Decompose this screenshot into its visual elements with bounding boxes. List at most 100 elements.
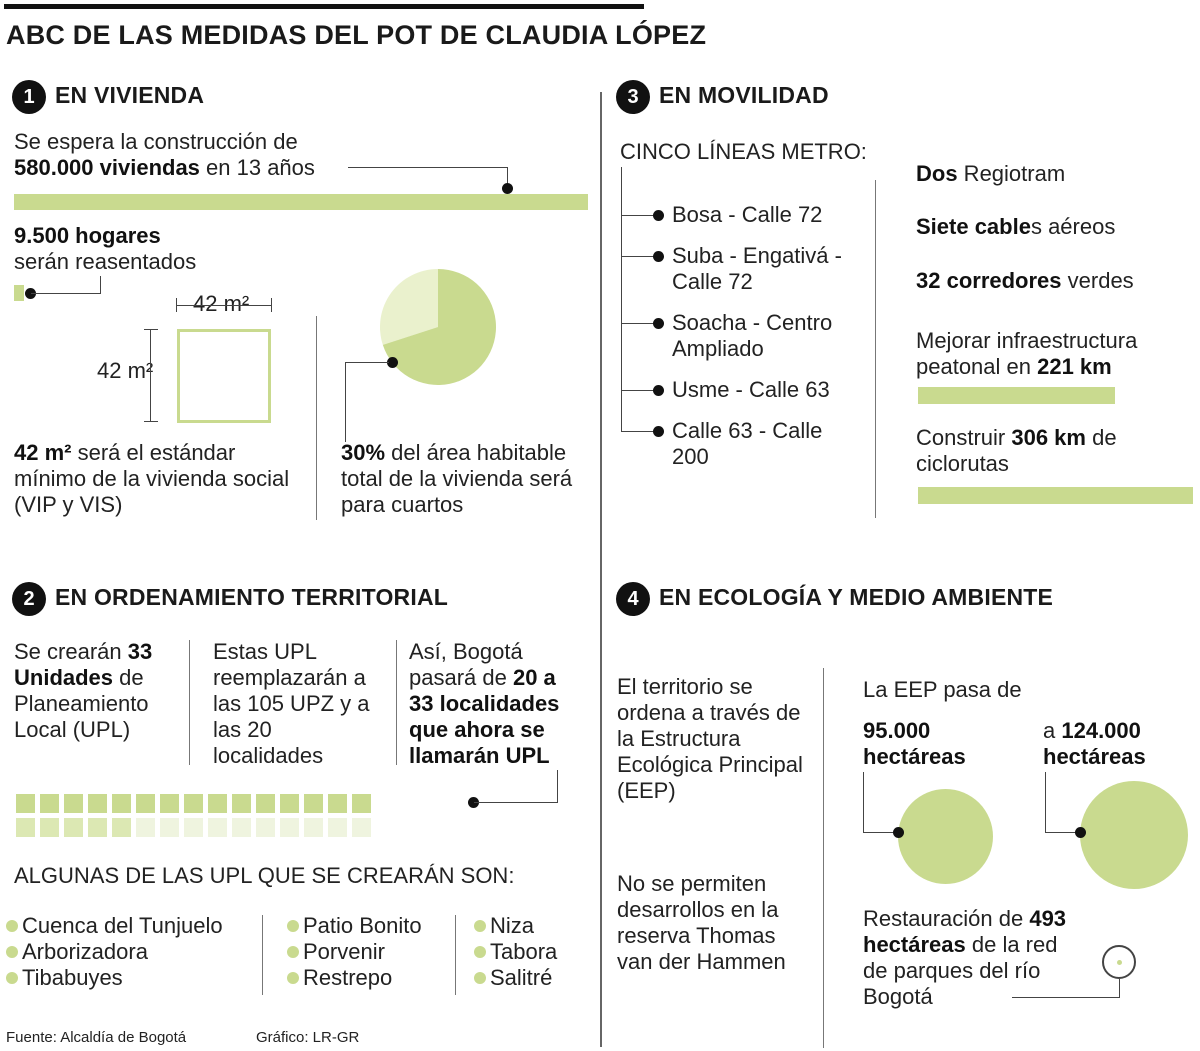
upl-item: Tabora xyxy=(474,939,557,965)
hogares-leader-v xyxy=(100,276,101,294)
upl-grid-cell xyxy=(136,818,155,837)
upl-item: Porvenir xyxy=(287,939,422,965)
upl-grid-cell xyxy=(208,794,227,813)
metro-branch-1 xyxy=(621,215,657,216)
s2-divider-2 xyxy=(396,640,397,765)
metro-branch-4 xyxy=(621,390,657,391)
metro-branch-2 xyxy=(621,256,657,257)
upl-grid-cell xyxy=(328,794,347,813)
upl-col2-text: Estas UPL reemplazarán a las 105 UPZ y a… xyxy=(213,639,370,768)
upl-grid-cell xyxy=(16,794,35,813)
upl-grid-cell xyxy=(304,818,323,837)
section-1-number: 1 xyxy=(12,80,46,114)
regiotram-text: Dos Regiotram xyxy=(916,161,1066,186)
eep-from-circle xyxy=(897,788,993,884)
upl-list-title: ALGUNAS DE LAS UPL QUE SE CREARÁN SON: xyxy=(14,863,515,888)
upl-grid-cell xyxy=(304,794,323,813)
upl-grid-cell xyxy=(160,794,179,813)
upl-item: Patio Bonito xyxy=(287,913,422,939)
metro-title: CINCO LÍNEAS METRO: xyxy=(620,139,867,164)
eep-to-text: a 124.000 hectáreas xyxy=(1043,718,1146,769)
s2-divider-1 xyxy=(189,640,190,765)
upl-grid-cell xyxy=(280,794,299,813)
metro-branch-3 xyxy=(621,323,657,324)
from-leader-h xyxy=(863,832,897,833)
upl-grid-cell xyxy=(136,794,155,813)
pie-leader-h xyxy=(345,362,389,363)
to-leader-h xyxy=(1045,832,1079,833)
restore-leader-v xyxy=(1119,979,1120,998)
construction-marker xyxy=(502,183,513,194)
peatonal-bar xyxy=(918,387,1115,404)
page-title: ABC DE LAS MEDIDAS DEL POT DE CLAUDIA LÓ… xyxy=(6,20,707,50)
construction-text: Se espera la construcción de 580.000 viv… xyxy=(14,129,315,180)
dim-side-label: 42 m² xyxy=(97,358,154,383)
upl-grid-cell xyxy=(328,818,347,837)
upl-grid-cell xyxy=(112,794,131,813)
eep-title: La EEP pasa de xyxy=(863,677,1022,702)
restore-leader-h xyxy=(1012,997,1120,998)
metro-dot-1 xyxy=(653,210,664,221)
center-divider xyxy=(600,92,602,1047)
dim-top-tick-r xyxy=(271,298,272,312)
corredores-text: 32 corredores verdes xyxy=(916,268,1134,293)
dim-top-label: 42 m² xyxy=(193,291,250,316)
upl-grid xyxy=(16,794,371,837)
upl-item: Salitré xyxy=(474,965,557,991)
upl-grid-cell xyxy=(40,818,59,837)
dim-side-line xyxy=(150,329,151,422)
metro-trunk xyxy=(621,167,622,432)
to-leader-v xyxy=(1045,772,1046,833)
section-3-number: 3 xyxy=(616,80,650,114)
upl-list-col1: Cuenca del Tunjuelo Arborizadora Tibabuy… xyxy=(6,913,223,991)
to-marker xyxy=(1075,827,1086,838)
upl-grid-cell xyxy=(160,818,179,837)
upl-grid-cell xyxy=(280,818,299,837)
metro-dot-4 xyxy=(653,385,664,396)
upl-grid-cell xyxy=(184,818,203,837)
from-marker xyxy=(893,827,904,838)
section-4-heading: EN ECOLOGÍA Y MEDIO AMBIENTE xyxy=(659,584,1054,610)
section-3-heading: EN MOVILIDAD xyxy=(659,82,829,108)
top-rule xyxy=(4,4,644,9)
construction-leader-v xyxy=(507,167,508,185)
eep-intro-text: El territorio se ordena a través de la E… xyxy=(617,674,803,803)
standard-text: 42 m² será el estándar mínimo de la vivi… xyxy=(14,440,290,517)
section-1-divider xyxy=(316,316,317,520)
upl-grid-cell xyxy=(112,818,131,837)
upl-col3-text: Así, Bogotá pasará de 20 a 33 localidade… xyxy=(409,639,560,768)
hogares-leader xyxy=(31,293,101,294)
section-4-number: 4 xyxy=(616,582,650,616)
section-2-heading: EN ORDENAMIENTO TERRITORIAL xyxy=(55,584,449,610)
metro-branch-5 xyxy=(621,431,657,432)
upl-grid-cell xyxy=(88,818,107,837)
metro-line-5: Calle 63 - Calle 200 xyxy=(672,418,823,469)
dim-side-tick-b xyxy=(144,421,158,422)
cuartos-pie xyxy=(380,269,496,385)
metro-line-2: Suba - Engativá - Calle 72 xyxy=(672,243,842,294)
hogares-text: 9.500 hogares serán reasentados xyxy=(14,223,197,274)
construction-leader xyxy=(348,167,508,168)
pie-slice-rest xyxy=(380,269,438,345)
metro-line-1: Bosa - Calle 72 xyxy=(672,202,823,227)
upl-grid-cell xyxy=(64,818,83,837)
upl-item: Niza xyxy=(474,913,557,939)
ciclorutas-text: Construir 306 km de ciclorutas xyxy=(916,425,1117,476)
upl-item: Cuenca del Tunjuelo xyxy=(6,913,223,939)
upl-grid-cell xyxy=(40,794,59,813)
section-3-divider xyxy=(875,180,876,518)
upl-list-col3: Niza Tabora Salitré xyxy=(474,913,557,991)
upl-divider-2 xyxy=(455,915,456,995)
credit-note: Gráfico: LR-GR xyxy=(256,1029,360,1046)
hogares-bar xyxy=(14,285,24,301)
restore-dot xyxy=(1117,960,1122,965)
upl-item: Tibabuyes xyxy=(6,965,223,991)
grid-marker xyxy=(468,797,479,808)
upl-grid-cell xyxy=(256,818,275,837)
upl-grid-cell xyxy=(352,794,371,813)
upl-list-col2: Patio Bonito Porvenir Restrepo xyxy=(287,913,422,991)
ciclorutas-bar xyxy=(918,487,1193,504)
dim-top-tick-l xyxy=(176,298,177,312)
section-1-heading: EN VIVIENDA xyxy=(55,82,205,108)
metro-line-3: Soacha - Centro Ampliado xyxy=(672,310,833,361)
